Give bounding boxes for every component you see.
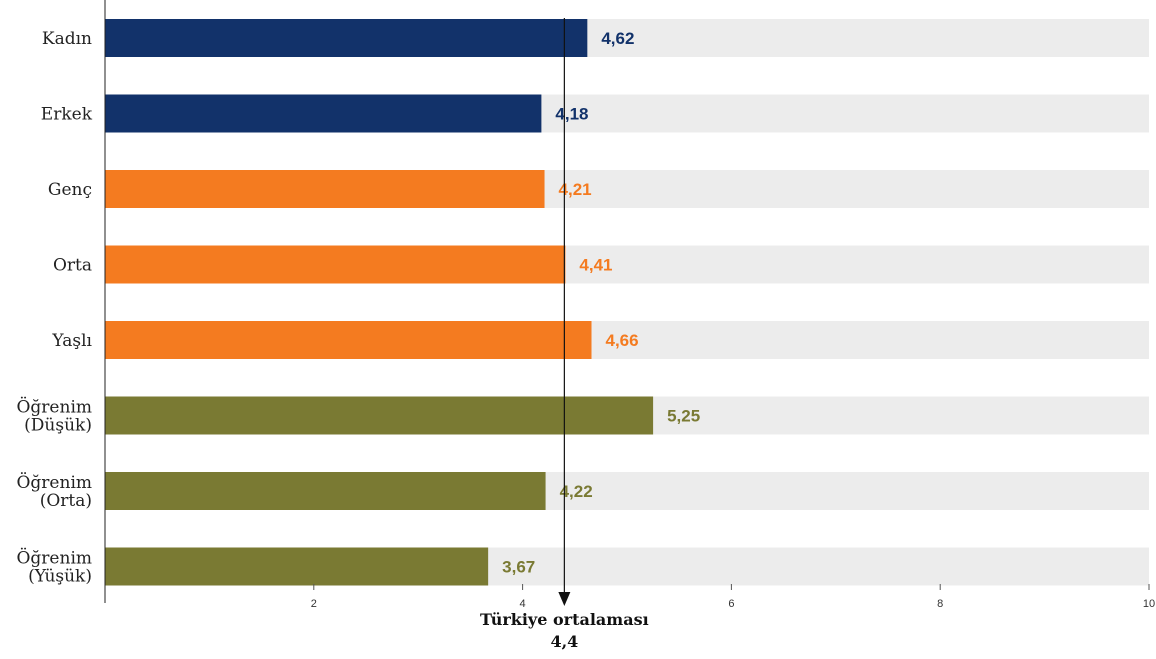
- value-label: 4,41: [579, 256, 612, 275]
- reference-line-group: Türkiye ortalaması 4,4: [480, 18, 649, 651]
- value-label: 4,18: [555, 105, 588, 124]
- tick-label: 4: [520, 598, 526, 610]
- bar: [105, 245, 566, 284]
- category-label: (Orta): [40, 491, 92, 511]
- value-labels: 4,62 4,18 4,21 4,41 4,66 5,25 4,22 3,67: [502, 29, 700, 577]
- reference-label: Türkiye ortalaması: [480, 610, 649, 629]
- category-label: Genç: [48, 180, 92, 200]
- category-label: Erkek: [41, 105, 93, 125]
- bar: [105, 170, 545, 208]
- value-label: 4,21: [559, 180, 592, 199]
- bar: [105, 547, 489, 586]
- bar: [105, 472, 546, 510]
- reference-value-label: 4,4: [550, 632, 578, 651]
- category-labels: KadınErkekGençOrtaYaşlıÖğrenim(Düşük)Öğr…: [16, 29, 92, 587]
- category-label: Orta: [53, 256, 92, 276]
- bars: [105, 19, 654, 586]
- category-label: (Yüşük): [28, 567, 92, 587]
- category-label: Öğrenim: [16, 397, 92, 418]
- bar: [105, 321, 592, 359]
- tick-label: 10: [1143, 598, 1155, 610]
- value-label: 4,22: [560, 482, 593, 501]
- category-label: Yaşlı: [51, 331, 92, 351]
- value-label: 4,66: [606, 331, 639, 350]
- x-axis-ticks: 2 4 6 8 10: [311, 584, 1155, 610]
- bar: [105, 396, 654, 435]
- value-label: 3,67: [502, 558, 535, 577]
- category-label: Kadın: [42, 29, 92, 49]
- category-label: (Düşük): [24, 416, 92, 436]
- tick-label: 2: [311, 598, 317, 610]
- category-label: Öğrenim: [16, 548, 92, 569]
- reference-arrow-icon: [558, 592, 571, 606]
- bar: [105, 19, 588, 57]
- tick-label: 8: [937, 598, 943, 610]
- value-label: 4,62: [601, 29, 634, 48]
- category-label: Öğrenim: [16, 472, 92, 493]
- tick-label: 6: [728, 598, 734, 610]
- bar: [105, 94, 542, 133]
- value-label: 5,25: [667, 407, 700, 426]
